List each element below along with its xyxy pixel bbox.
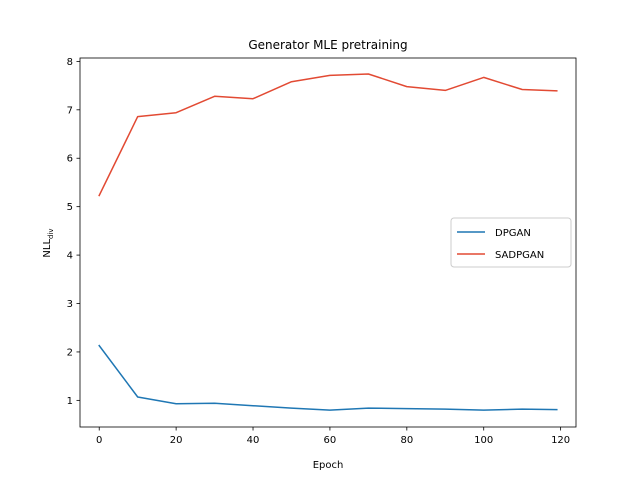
y-axis-label-subscript: div bbox=[47, 228, 55, 239]
y-axis-label-main: NLL bbox=[42, 239, 53, 258]
x-axis-label: Epoch bbox=[313, 460, 344, 471]
x-tick-label: 80 bbox=[400, 435, 413, 446]
y-tick-label: 4 bbox=[67, 251, 73, 262]
x-tick-label: 20 bbox=[170, 435, 183, 446]
y-tick-label: 2 bbox=[67, 347, 73, 358]
series-line-0 bbox=[98, 344, 558, 411]
y-tick-label: 7 bbox=[67, 105, 73, 116]
x-tick-label: 100 bbox=[474, 435, 493, 446]
y-tick-label: 5 bbox=[67, 202, 73, 213]
x-tick-label: 60 bbox=[324, 435, 337, 446]
y-tick-label: 1 bbox=[67, 396, 73, 407]
y-tick-label: 8 bbox=[67, 57, 73, 68]
y-axis-label: NLLdiv bbox=[42, 228, 55, 257]
x-tick-label: 40 bbox=[247, 435, 260, 446]
series-layer bbox=[98, 73, 558, 411]
chart-title: Generator MLE pretraining bbox=[248, 38, 407, 52]
x-tick-label: 120 bbox=[551, 435, 570, 446]
legend-label-1: SADPGAN bbox=[495, 250, 544, 261]
series-line-1 bbox=[98, 73, 558, 197]
y-axis-ticks: 1 2 3 4 5 6 7 8 bbox=[67, 57, 80, 407]
y-tick-label: 6 bbox=[67, 154, 73, 165]
x-tick-label: 0 bbox=[96, 435, 102, 446]
plot-area: 0 20 40 60 80 100 120 1 2 3 4 5 6 7 8 bbox=[67, 57, 577, 446]
axes-frame bbox=[79, 57, 577, 428]
y-tick-label: 3 bbox=[67, 299, 73, 310]
legend-label-0: DPGAN bbox=[495, 228, 531, 239]
legend: DPGAN SADPGAN bbox=[450, 217, 572, 268]
x-axis-ticks: 0 20 40 60 80 100 120 bbox=[96, 427, 570, 446]
